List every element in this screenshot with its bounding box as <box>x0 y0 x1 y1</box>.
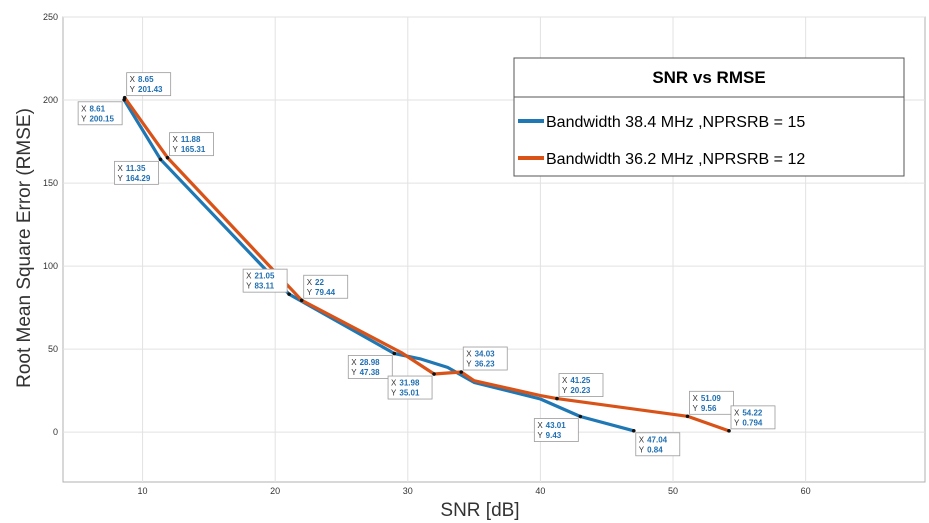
legend: SNR vs RMSE Bandwidth 38.4 MHz ,NPRSRB =… <box>513 57 905 177</box>
datatip-x-value: X 47.04 <box>639 435 668 444</box>
datatip-marker <box>392 351 397 356</box>
datatip-x-value: X 8.61 <box>81 104 105 113</box>
datatip-box <box>242 268 288 293</box>
x-tick-label: 30 <box>403 486 413 496</box>
y-tick-label: 50 <box>48 344 58 354</box>
datatip-marker <box>299 298 304 303</box>
datatip-marker <box>727 429 731 433</box>
datatip-y-value: Y 36.23 <box>466 360 495 369</box>
datatip-box <box>126 72 172 97</box>
datatip-y-value: Y 164.29 <box>117 174 150 183</box>
datatip-y-value: Y 0.794 <box>734 418 763 427</box>
datatip-marker <box>459 370 464 374</box>
y-tick-label: 200 <box>43 95 58 105</box>
datatip-x-value: X 21.05 <box>246 272 275 281</box>
datatip-x-value: X 11.88 <box>173 135 201 144</box>
datatip-marker <box>631 428 636 433</box>
datatip-box <box>635 432 681 457</box>
datatip-x-value: X 41.25 <box>562 376 591 385</box>
datatip-x-value: X 28.98 <box>351 358 380 367</box>
datatip-box <box>558 373 604 397</box>
legend-title: SNR vs RMSE <box>652 68 765 87</box>
datatips: X 8.61Y 200.15 X 8.65Y 201.43 X 11.35Y 164.29 X 11… <box>77 72 776 457</box>
datatip-box <box>303 274 349 299</box>
series-1-line <box>122 98 636 433</box>
datatip-box <box>387 375 433 400</box>
datatip-box <box>730 405 776 430</box>
legend-box <box>513 57 905 177</box>
datatip-marker <box>578 414 583 419</box>
datatip-box <box>689 390 734 415</box>
datatip-box <box>347 355 393 379</box>
datatip-y-value: Y 165.31 <box>173 145 206 154</box>
datatip-x-value: X 51.09 <box>692 394 721 403</box>
y-tick-label: 150 <box>43 178 58 188</box>
legend-label-series-1: Bandwidth 38.4 MHz ,NPRSRB = 15 <box>546 114 805 131</box>
datatip-y-value: Y 9.56 <box>692 404 716 413</box>
datatip-marker <box>432 372 436 376</box>
axis-ticks: 10 20 30 40 50 60 0 50 100 150 200 250 <box>43 12 811 496</box>
x-tick-label: 60 <box>801 486 811 496</box>
datatip-box <box>533 418 579 442</box>
legend-label-series-2: Bandwidth 36.2 MHz ,NPRSRB = 12 <box>546 151 805 168</box>
datatip-x-value: X 54.22 <box>734 408 763 417</box>
datatip-y-value: Y 35.01 <box>391 389 420 398</box>
datatip-x-value: X 8.65 <box>130 75 154 84</box>
datatip-y-value: Y 79.44 <box>307 288 336 297</box>
datatip-marker <box>165 155 170 160</box>
datatip-marker <box>685 414 690 419</box>
datatip-marker <box>555 396 559 401</box>
datatip-box <box>114 160 159 185</box>
datatip-y-value: Y 47.38 <box>351 368 380 377</box>
datatip-box <box>77 101 123 126</box>
datatip-y-value: Y 201.43 <box>130 85 163 94</box>
x-tick-label: 10 <box>138 486 148 496</box>
datatip-x-value: X 22 <box>307 278 325 287</box>
datatip-x-value: X 43.01 <box>537 421 566 430</box>
y-axis-title: Root Mean Square Error (RMSE) <box>14 108 35 388</box>
datatip-box <box>169 132 214 157</box>
y-tick-label: 0 <box>53 427 58 437</box>
datatip-y-value: Y 9.43 <box>537 431 561 440</box>
datatip-y-value: Y 200.15 <box>81 114 114 123</box>
x-axis-title: SNR [dB] <box>440 500 519 521</box>
datatip-y-value: Y 83.11 <box>246 282 274 291</box>
y-tick-label: 100 <box>43 261 58 271</box>
datatip-x-value: X 34.03 <box>466 350 495 359</box>
datatip-box <box>462 346 508 371</box>
datatip-marker <box>122 95 127 100</box>
x-tick-label: 50 <box>668 486 678 496</box>
datatip-x-value: X 11.35 <box>117 164 145 173</box>
datatip-y-value: Y 20.23 <box>562 386 591 395</box>
x-tick-label: 40 <box>535 486 545 496</box>
datatip-marker <box>158 157 163 162</box>
datatip-marker <box>287 292 291 296</box>
datatip-x-value: X 31.98 <box>391 379 420 388</box>
x-tick-label: 20 <box>270 486 280 496</box>
datatip-y-value: Y 0.84 <box>639 445 663 454</box>
y-tick-label: 250 <box>43 12 58 22</box>
